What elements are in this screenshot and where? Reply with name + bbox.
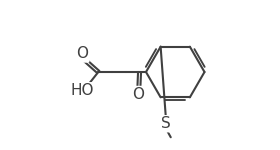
Text: HO: HO xyxy=(70,83,94,98)
Text: O: O xyxy=(132,87,144,102)
Text: O: O xyxy=(76,46,88,62)
Text: S: S xyxy=(161,116,171,131)
